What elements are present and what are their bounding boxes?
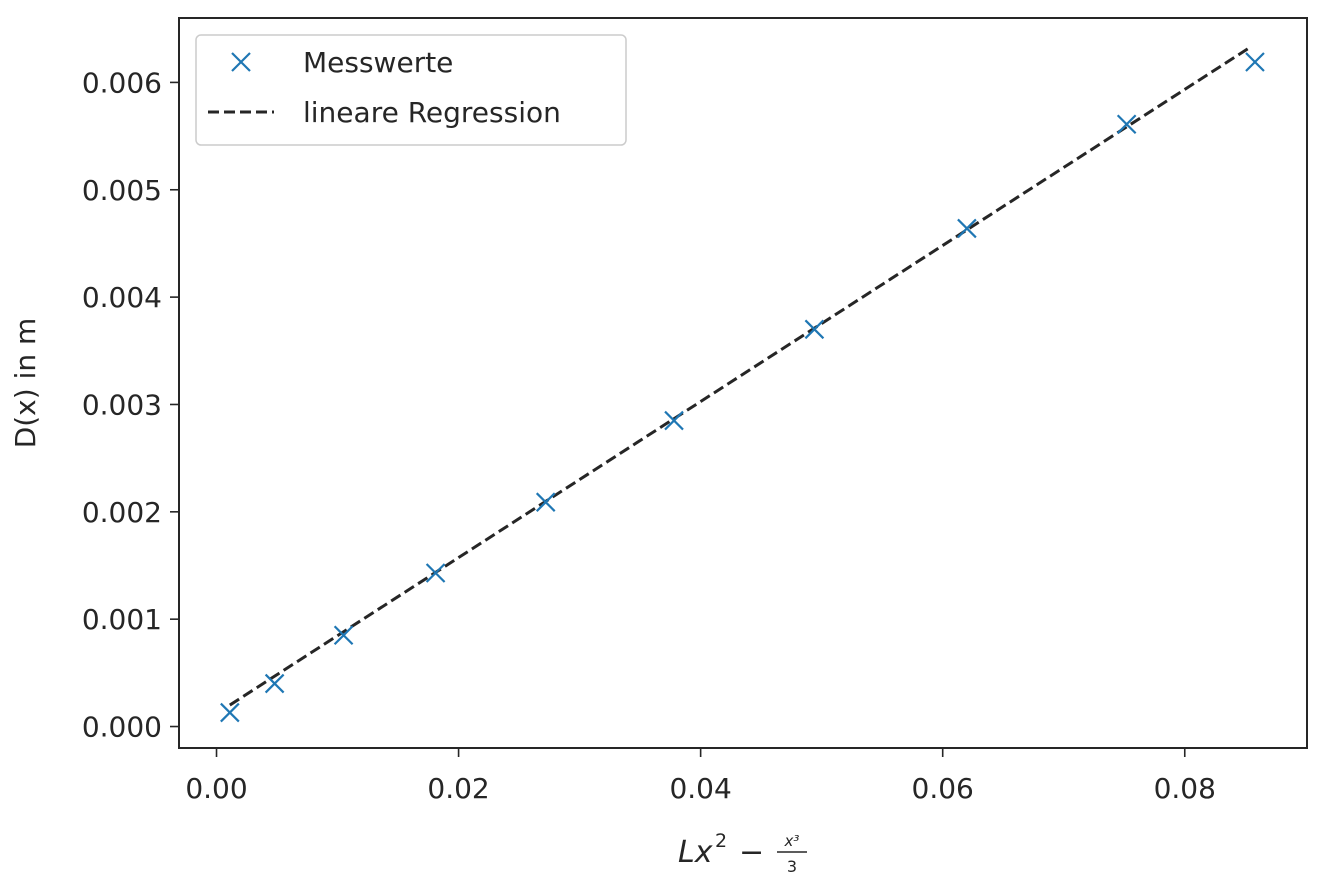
y-tick-label: 0.000	[82, 711, 162, 744]
data-point-marker	[220, 702, 240, 723]
x-axis-label-fraction-numerator: x³	[784, 832, 800, 850]
legend-label: lineare Regression	[303, 96, 561, 129]
y-tick-label: 0.004	[82, 281, 162, 314]
legend-box	[195, 34, 627, 146]
x-tick-label: 0.06	[912, 772, 974, 805]
y-tick-label: 0.001	[82, 603, 162, 636]
data-point-marker	[535, 492, 556, 512]
legend-marker-icon	[231, 52, 251, 72]
y-tick-label: 0.006	[82, 66, 162, 99]
x-axis-label: Lx 2 −	[678, 820, 764, 870]
x-axis-label-operator: −	[739, 835, 764, 870]
legend: Messwerte lineare Regression	[195, 34, 627, 146]
x-tick-label: 0.04	[669, 772, 731, 805]
plot-frame	[178, 17, 1308, 749]
data-point-marker	[804, 319, 825, 340]
data-point-marker	[333, 625, 354, 646]
legend-label: Messwerte	[303, 46, 453, 79]
data-point-marker	[425, 563, 446, 583]
data-point-marker	[664, 410, 684, 431]
data-point-marker	[1116, 114, 1137, 135]
y-axis-label: D(x) in m	[9, 318, 42, 449]
x-axis-label-fraction-denominator: 3	[787, 857, 797, 876]
data-point-marker	[264, 673, 285, 694]
y-tick-label: 0.002	[82, 496, 162, 529]
data-point-marker	[957, 218, 977, 239]
x-tick-label: 0.00	[185, 772, 247, 805]
ticks-layer: 0.00 0.02 0.04 0.06 0.08 0.000 0.001 0.002 0.003…	[82, 66, 1216, 805]
plot-layer	[220, 46, 1265, 723]
regression-line	[229, 46, 1250, 707]
x-axis-label-base: Lx	[678, 835, 713, 870]
x-tick-label: 0.02	[427, 772, 489, 805]
y-tick-label: 0.003	[82, 388, 162, 421]
y-tick-label: 0.005	[82, 174, 162, 207]
x-tick-label: 0.08	[1154, 772, 1216, 805]
x-axis-label-exponent: 2	[715, 830, 727, 852]
data-point-marker	[1245, 52, 1265, 72]
